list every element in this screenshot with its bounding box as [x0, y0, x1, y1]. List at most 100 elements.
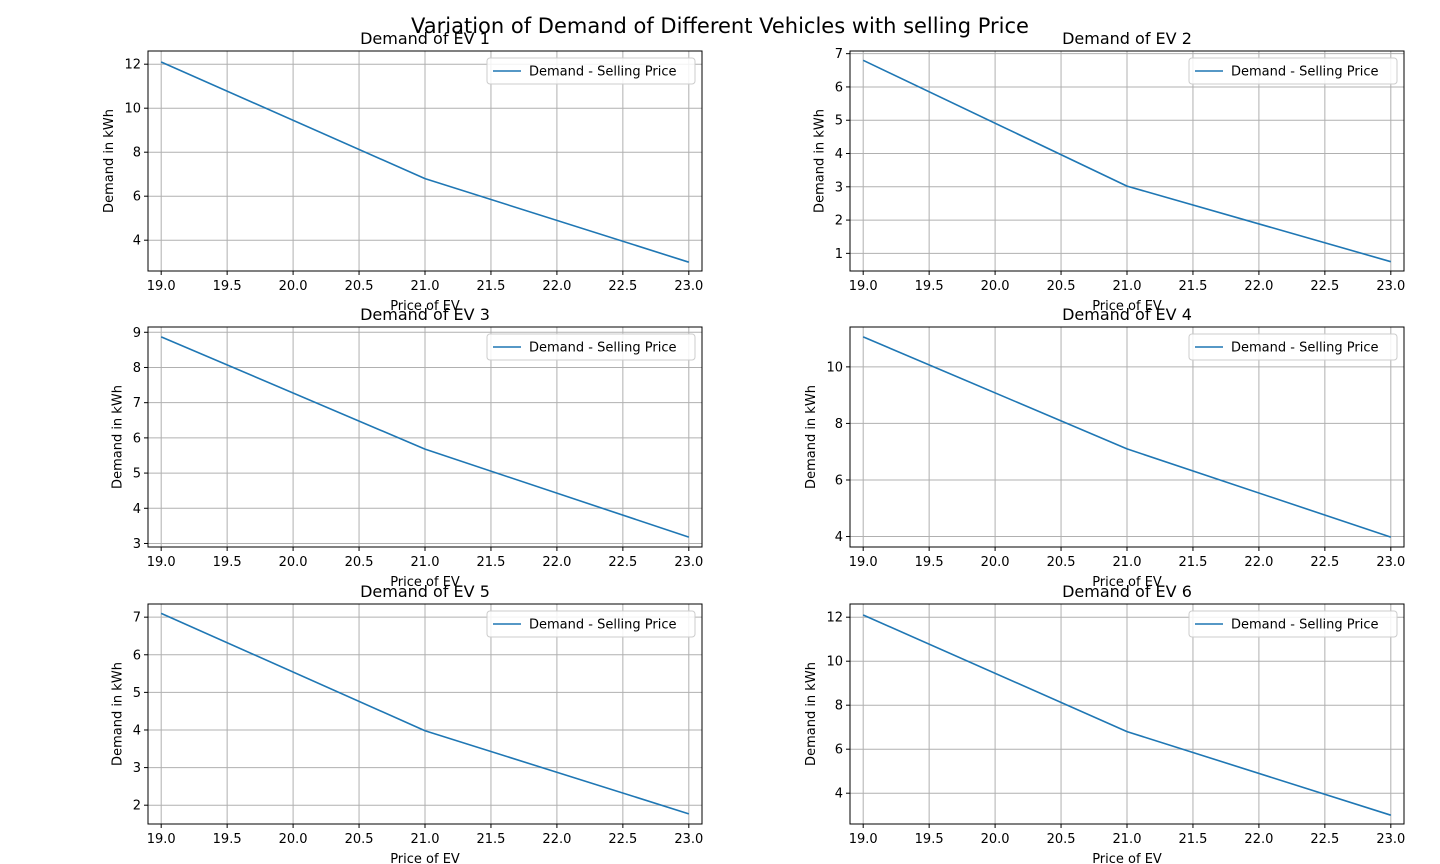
x-tick-label: 22.0: [542, 555, 571, 570]
x-tick-label: 20.5: [345, 555, 374, 570]
x-tick-label: 20.5: [1047, 555, 1076, 570]
x-tick-label: 22.5: [608, 279, 637, 294]
x-tick-label: 21.0: [1113, 555, 1142, 570]
x-tick-label: 22.0: [1244, 555, 1273, 570]
x-tick-label: 19.5: [213, 279, 242, 294]
x-tick-label: 21.5: [476, 555, 505, 570]
x-tick-label: 23.0: [1376, 279, 1405, 294]
legend-frame: [486, 57, 696, 85]
x-tick-label: 19.0: [849, 832, 878, 847]
y-axis-label: Demand in kWh: [111, 385, 126, 489]
y-axis-label: Demand in kWh: [102, 109, 117, 213]
x-tick-label: 23.0: [1376, 555, 1405, 570]
y-axis-label: Demand in kWh: [804, 662, 819, 766]
y-tick-label: 5: [133, 686, 141, 701]
subplot-title: Demand of EV 6: [1062, 582, 1192, 601]
legend: Demand - Selling Price: [1188, 610, 1398, 638]
x-axis-label: Price of EV: [1092, 299, 1162, 314]
x-tick-label: 20.5: [1047, 832, 1076, 847]
x-tick-label: 20.5: [345, 279, 374, 294]
x-tick-label: 19.5: [915, 555, 944, 570]
x-tick-label: 23.0: [1376, 832, 1405, 847]
y-axis-label: Demand in kWh: [804, 385, 819, 489]
x-tick-label: 21.0: [411, 279, 440, 294]
y-tick-label: 4: [835, 787, 843, 802]
x-tick-label: 21.5: [476, 832, 505, 847]
legend-label: Demand - Selling Price: [1231, 618, 1379, 633]
subplot-ev5: 19.0 19.5 20.0 20.5 21.0 21.5 22.0 22.5 23.0 2 3 4 5…: [111, 582, 704, 864]
x-tick-label: 19.0: [147, 279, 176, 294]
x-tick-label: 19.5: [213, 555, 242, 570]
x-tick-label: 19.0: [147, 555, 176, 570]
x-tick-label: 20.5: [1047, 279, 1076, 294]
legend-label: Demand - Selling Price: [529, 341, 677, 356]
series-line-demand-selling-price: [160, 61, 690, 263]
legend-frame: [486, 333, 696, 361]
y-tick-label: 10: [826, 360, 843, 375]
y-tick-label: 9: [133, 326, 141, 341]
y-tick-label: 6: [133, 648, 141, 663]
legend-frame: [1188, 57, 1398, 85]
x-tick-label: 20.0: [981, 279, 1010, 294]
y-tick-label: 6: [133, 190, 141, 205]
y-tick-label: 8: [835, 417, 843, 432]
x-tick-label: 21.0: [1113, 832, 1142, 847]
x-tick-label: 22.0: [1244, 832, 1273, 847]
legend-frame: [486, 610, 696, 638]
y-tick-label: 3: [133, 537, 141, 552]
y-tick-label: 1: [835, 247, 843, 262]
legend: Demand - Selling Price: [1188, 57, 1398, 85]
y-tick-label: 12: [826, 611, 843, 626]
legend: Demand - Selling Price: [486, 333, 696, 361]
x-tick-label: 22.0: [542, 279, 571, 294]
x-tick-label: 21.0: [1113, 279, 1142, 294]
x-tick-label: 20.0: [279, 832, 308, 847]
figure-title: Variation of Demand of Different Vehicle…: [411, 14, 1029, 38]
x-tick-label: 21.5: [1178, 279, 1207, 294]
x-tick-label: 19.0: [849, 555, 878, 570]
series-line-demand-selling-price: [862, 59, 1392, 263]
subplot-title: Demand of EV 4: [1062, 305, 1192, 324]
y-tick-label: 8: [835, 699, 843, 714]
y-tick-label: 8: [133, 361, 141, 376]
legend-frame: [1188, 610, 1398, 638]
y-tick-label: 10: [124, 102, 141, 117]
x-axis-label: Price of EV: [1092, 852, 1162, 864]
y-tick-label: 5: [835, 114, 843, 129]
x-tick-label: 21.5: [1178, 555, 1207, 570]
y-tick-label: 4: [133, 502, 141, 517]
y-tick-label: 8: [133, 146, 141, 161]
subplot-ev4: 19.0 19.5 20.0 20.5 21.0 21.5 22.0 22.5 23.0 4 6 8 1…: [804, 305, 1405, 590]
x-tick-label: 22.5: [1310, 279, 1339, 294]
x-tick-label: 22.0: [542, 832, 571, 847]
y-tick-label: 2: [133, 799, 141, 814]
y-tick-label: 3: [133, 761, 141, 776]
y-tick-label: 6: [835, 743, 843, 758]
y-tick-label: 10: [826, 655, 843, 670]
x-tick-label: 23.0: [674, 555, 703, 570]
subplot-title: Demand of EV 3: [360, 305, 490, 324]
x-tick-label: 22.5: [608, 832, 637, 847]
x-tick-label: 20.0: [279, 555, 308, 570]
legend-label: Demand - Selling Price: [529, 65, 677, 80]
x-tick-label: 23.0: [674, 279, 703, 294]
series-line-demand-selling-price: [160, 336, 690, 538]
y-tick-label: 7: [835, 47, 843, 62]
x-axis-label: Price of EV: [390, 852, 460, 864]
x-tick-label: 22.5: [608, 555, 637, 570]
y-tick-label: 6: [835, 473, 843, 488]
y-tick-label: 3: [835, 180, 843, 195]
subplot-title: Demand of EV 2: [1062, 29, 1192, 48]
y-tick-label: 6: [835, 80, 843, 95]
y-tick-label: 2: [835, 214, 843, 229]
x-tick-label: 23.0: [674, 832, 703, 847]
x-tick-label: 22.5: [1310, 555, 1339, 570]
x-axis-label: Price of EV: [1092, 575, 1162, 590]
legend-label: Demand - Selling Price: [1231, 65, 1379, 80]
legend-label: Demand - Selling Price: [529, 618, 677, 633]
x-tick-label: 20.0: [981, 832, 1010, 847]
y-tick-label: 6: [133, 431, 141, 446]
series-line-demand-selling-price: [160, 612, 690, 815]
subplot-title: Demand of EV 1: [360, 29, 490, 48]
x-tick-label: 22.5: [1310, 832, 1339, 847]
